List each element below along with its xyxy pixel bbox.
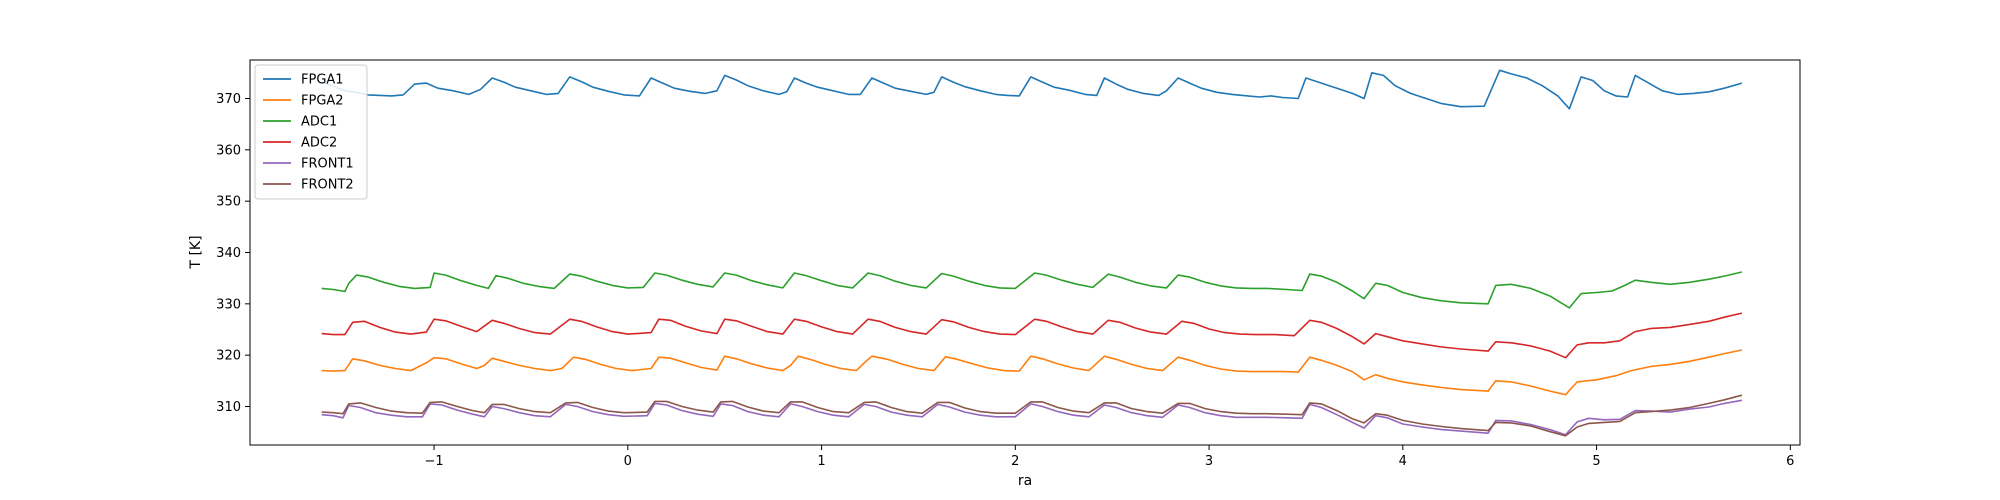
series-line-front2 [321,394,1743,437]
x-tick-label: 3 [1205,454,1213,469]
y-tick-label: 320 [216,349,241,364]
series-line-fpga1 [321,69,1743,110]
series-line-fpga2 [321,349,1743,396]
y-tick-label: 350 [216,195,241,210]
y-axis-title: T [K] [188,235,204,269]
x-tick-label: 6 [1786,454,1794,469]
y-tick-label: 370 [216,92,241,107]
x-axis: −1 0 1 2 3 4 5 6 [424,445,1794,469]
x-tick-label: 1 [817,454,825,469]
x-tick-label: −1 [424,454,443,469]
legend-label: FPGA1 [301,73,344,88]
legend-label: FPGA2 [301,94,344,109]
series-line-front1 [321,399,1743,436]
legend-label: FRONT1 [301,157,354,172]
series-line-adc1 [321,271,1743,309]
legend: FPGA1 FPGA2 ADC1 ADC2 FRONT1 FRONT2 [254,64,368,200]
x-tick-label: 5 [1592,454,1600,469]
series-line-adc2 [321,312,1743,359]
legend-label: ADC1 [301,115,337,130]
series-layer [321,69,1743,437]
x-axis-title: ra [1018,473,1032,489]
y-tick-label: 340 [216,246,241,261]
x-tick-label: 2 [1011,454,1019,469]
x-tick-label: 4 [1399,454,1407,469]
y-axis: 310 320 330 340 350 360 370 [216,92,250,415]
y-tick-label: 360 [216,143,241,158]
y-tick-label: 310 [216,400,241,415]
y-tick-label: 330 [216,297,241,312]
legend-label: FRONT2 [301,178,354,193]
x-tick-label: 0 [624,454,632,469]
legend-label: ADC2 [301,136,337,151]
legend-box [254,64,368,200]
